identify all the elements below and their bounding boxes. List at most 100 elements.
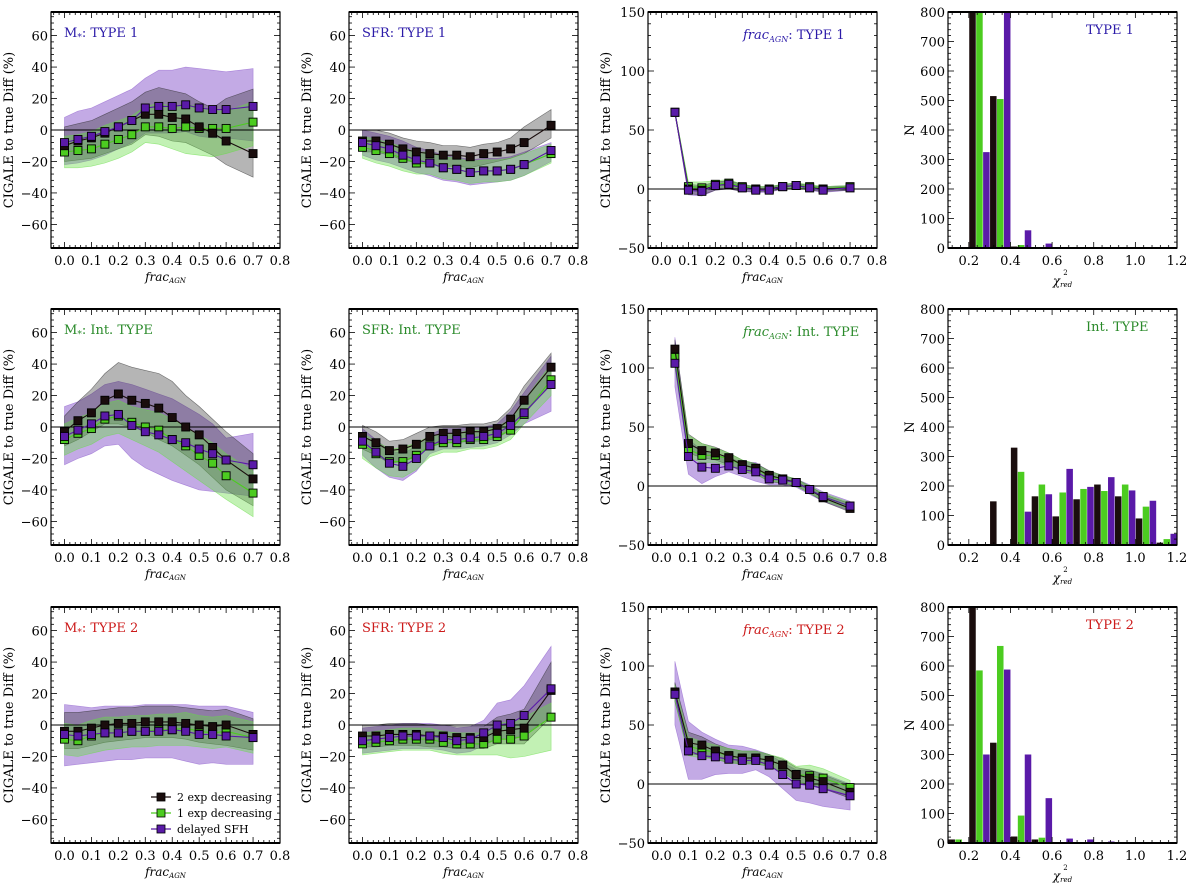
y-tick-label: 0 bbox=[937, 242, 945, 257]
x-axis-label: fracAGN bbox=[144, 270, 187, 285]
bar-one_exp bbox=[976, 12, 983, 248]
panel-chi2-type2: 0.2 0.4 0.6 0.8 1.0 1.2 0 100 200 300 400 500 600 700… bbox=[903, 601, 1187, 884]
x-tick-label: 0.1 bbox=[379, 254, 400, 269]
data-point-delayed bbox=[452, 736, 462, 746]
band-one_exp bbox=[362, 702, 552, 759]
y-tick-label: 600 bbox=[920, 362, 945, 377]
x-axis-label: fracAGN bbox=[144, 567, 187, 582]
data-point-delayed bbox=[73, 731, 83, 741]
data-point-delayed bbox=[127, 420, 137, 430]
y-tick-label: −40 bbox=[319, 782, 346, 797]
data-point-delayed bbox=[452, 435, 462, 445]
data-point-two_exp bbox=[683, 439, 693, 448]
data-point-two_exp bbox=[425, 431, 435, 441]
data-point-one_exp bbox=[208, 458, 218, 468]
y-tick-label: 100 bbox=[620, 660, 645, 675]
x-tick-label: 0.2 bbox=[406, 551, 427, 566]
y-tick-label: −20 bbox=[319, 155, 346, 170]
legend-label: 2 exp decreasing bbox=[177, 791, 272, 804]
bar-two_exp bbox=[1010, 836, 1018, 843]
data-point-one_exp bbox=[221, 471, 231, 481]
x-tick-label: 0.1 bbox=[678, 254, 699, 269]
x-tick-label: 1.2 bbox=[1167, 849, 1188, 864]
y-tick-label: 300 bbox=[920, 451, 945, 466]
bar-delayed bbox=[1024, 754, 1032, 843]
data-point-two_exp bbox=[100, 395, 110, 405]
data-point-one_exp bbox=[519, 731, 529, 741]
data-point-two_exp bbox=[697, 446, 707, 456]
data-point-one_exp bbox=[181, 122, 191, 132]
bar-two_exp bbox=[948, 839, 955, 843]
data-point-two_exp bbox=[248, 149, 258, 159]
y-tick-label: −60 bbox=[319, 813, 346, 828]
data-point-two_exp bbox=[697, 740, 707, 750]
plot-area bbox=[969, 12, 1053, 248]
y-tick-label: 300 bbox=[920, 154, 945, 169]
bar-two_exp bbox=[990, 742, 997, 843]
ticks bbox=[948, 308, 1178, 546]
x-axis-label-superscript: 2 bbox=[1063, 269, 1067, 277]
data-point-delayed bbox=[465, 433, 475, 443]
data-point-two_exp bbox=[371, 438, 381, 448]
data-point-two_exp bbox=[181, 114, 191, 124]
data-point-delayed bbox=[358, 138, 367, 148]
data-point-one_exp bbox=[248, 488, 258, 498]
band-one_exp bbox=[64, 101, 254, 169]
data-point-delayed bbox=[479, 166, 489, 176]
data-point-two_exp bbox=[465, 152, 475, 162]
data-point-one_exp bbox=[546, 712, 556, 722]
y-tick-label: −20 bbox=[319, 452, 346, 467]
x-tick-label: 0.8 bbox=[1083, 254, 1104, 269]
bar-one_exp bbox=[1017, 815, 1025, 843]
data-point-delayed bbox=[425, 441, 435, 451]
legend: 2 exp decreasing 1 exp decreasing delayed … bbox=[151, 791, 272, 836]
data-point-delayed bbox=[371, 734, 381, 744]
y-tick-label: −40 bbox=[21, 484, 48, 499]
band-one_exp bbox=[64, 399, 254, 518]
panel-mstar-int: 0.0 0.1 0.2 0.3 0.4 0.5 0.6 0.7 0.8 −60 −40 −20 0 20 4… bbox=[2, 308, 290, 582]
x-axis-label: χred bbox=[1052, 274, 1073, 289]
data-point-delayed bbox=[737, 755, 747, 765]
y-tick-label: 100 bbox=[920, 213, 945, 228]
bar-one_exp bbox=[996, 99, 1004, 248]
panel-mstar-type2: 0.0 0.1 0.2 0.3 0.4 0.5 0.6 0.7 0.8 −60 −40 −20 0 20 4… bbox=[2, 606, 290, 880]
bar-two_exp bbox=[969, 12, 976, 248]
x-tick-label: 0.2 bbox=[705, 849, 726, 864]
data-point-delayed bbox=[492, 428, 502, 438]
panel-title: M*: TYPE 2 bbox=[64, 621, 138, 638]
panel-title: fracAGN: Int. TYPE bbox=[742, 325, 859, 341]
data-point-delayed bbox=[384, 458, 394, 468]
x-tick-label: 0.4 bbox=[759, 254, 780, 269]
x-tick-label: 0.8 bbox=[1083, 551, 1104, 566]
x-tick-label: 0.4 bbox=[460, 254, 481, 269]
data-point-two_exp bbox=[154, 403, 164, 413]
bar-delayed bbox=[1003, 12, 1011, 248]
data-point-delayed bbox=[737, 465, 747, 474]
x-tick-label: 0.0 bbox=[651, 254, 672, 269]
data-point-delayed bbox=[248, 733, 258, 743]
data-point-two_exp bbox=[154, 109, 164, 119]
data-point-delayed bbox=[127, 726, 137, 736]
data-point-two_exp bbox=[724, 453, 734, 463]
bar-delayed bbox=[983, 754, 990, 843]
data-point-two_exp bbox=[154, 717, 164, 727]
panel-fracagn-int: 0.0 0.1 0.2 0.3 0.4 0.5 0.6 0.7 0.8 −50 0 50 100 150 f… bbox=[599, 303, 887, 582]
data-point-two_exp bbox=[194, 720, 204, 730]
x-tick-label: 0.1 bbox=[379, 551, 400, 566]
x-tick-label: 0.5 bbox=[786, 254, 807, 269]
data-point-delayed bbox=[506, 164, 516, 174]
y-tick-label: 20 bbox=[31, 93, 48, 108]
y-tick-label: 60 bbox=[31, 625, 48, 640]
panel-title: SFR: Int. TYPE bbox=[362, 323, 461, 338]
ticks bbox=[349, 607, 579, 843]
data-point-two_exp bbox=[791, 770, 801, 780]
x-tick-label: 0.3 bbox=[433, 551, 454, 566]
bar-two_exp bbox=[1031, 496, 1039, 545]
data-point-delayed bbox=[845, 791, 855, 801]
x-tick-label: 0.4 bbox=[1000, 849, 1021, 864]
x-tick-label: 0.3 bbox=[135, 849, 156, 864]
y-tick-label: −40 bbox=[319, 187, 346, 202]
data-point-delayed bbox=[113, 728, 123, 738]
data-point-delayed bbox=[73, 134, 83, 144]
data-point-two_exp bbox=[167, 413, 177, 423]
